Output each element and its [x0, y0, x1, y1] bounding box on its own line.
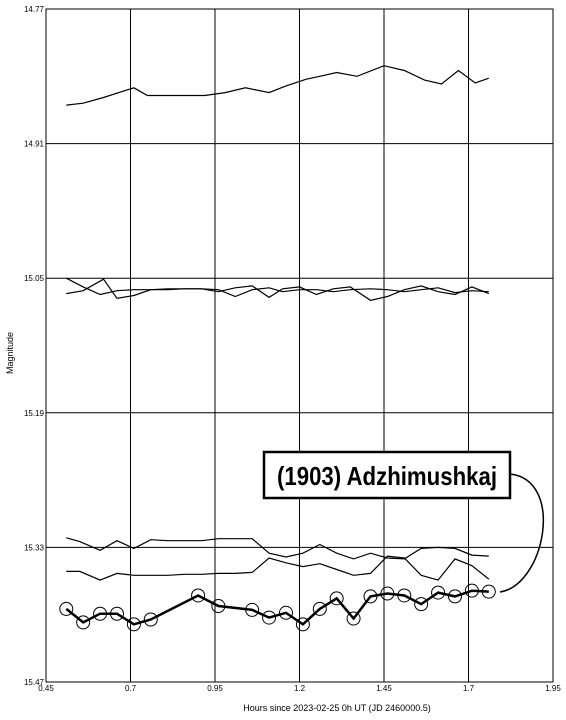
annotation-callout: (1903) Adzhimushkaj	[262, 450, 544, 593]
annotation-connector	[499, 473, 544, 593]
x-tick-label: 1.2	[294, 684, 306, 693]
data-point-marker	[431, 585, 446, 600]
data-point-marker	[312, 601, 327, 616]
data-point-marker	[143, 612, 158, 627]
x-tick-label: 0.7	[125, 684, 137, 693]
series-line-3	[66, 278, 490, 301]
data-point-marker	[126, 617, 141, 632]
x-tick-label: 1.95	[545, 684, 561, 693]
data-point-marker	[481, 584, 496, 599]
data-point-marker	[295, 617, 310, 632]
data-point-marker	[59, 601, 74, 616]
x-tick-label: 1.7	[463, 684, 475, 693]
data-point-marker	[262, 610, 277, 625]
y-axis-label: Magnitude	[5, 332, 15, 374]
data-point-marker	[93, 606, 108, 621]
data-point-marker	[346, 611, 361, 626]
data-point-marker	[278, 605, 293, 620]
x-tick-label: 1.45	[376, 684, 392, 693]
x-axis-label: Hours since 2023-02-25 0h UT (JD 2460000…	[243, 703, 430, 713]
data-point-marker	[211, 599, 226, 614]
data-point-marker	[329, 591, 344, 606]
y-tick-label: 14.91	[24, 140, 45, 149]
data-point-marker	[363, 589, 378, 604]
series-layer	[59, 65, 496, 632]
y-tick-label: 14.77	[24, 5, 45, 14]
y-tick-label: 15.47	[24, 678, 45, 687]
series-line-5	[66, 555, 490, 581]
series-line-1	[66, 65, 490, 106]
data-point-marker	[414, 597, 429, 612]
annotation-text: (1903) Adzhimushkaj	[277, 461, 497, 491]
y-tick-label: 15.19	[24, 409, 45, 418]
data-point-marker	[464, 583, 479, 598]
x-tick-label: 0.95	[207, 684, 223, 693]
data-point-marker	[76, 615, 91, 630]
y-tick-label: 15.33	[24, 543, 45, 552]
series-line-4	[66, 537, 489, 560]
data-point-marker	[380, 586, 395, 601]
series-line-2	[66, 277, 489, 298]
data-point-marker	[447, 589, 462, 604]
y-tick-label: 15.05	[24, 274, 45, 283]
data-point-marker	[245, 602, 260, 617]
data-point-marker	[109, 606, 124, 621]
grid-lines	[45, 8, 554, 683]
tick-labels: 0.45 0.7 0.95 1.2 1.45 1.7 1.95 14.77 14.91 15.05…	[24, 5, 561, 693]
annotation-box	[262, 450, 512, 500]
data-point-marker	[191, 588, 206, 603]
x-tick-label: 0.45	[38, 684, 54, 693]
data-point-marker	[397, 588, 412, 603]
